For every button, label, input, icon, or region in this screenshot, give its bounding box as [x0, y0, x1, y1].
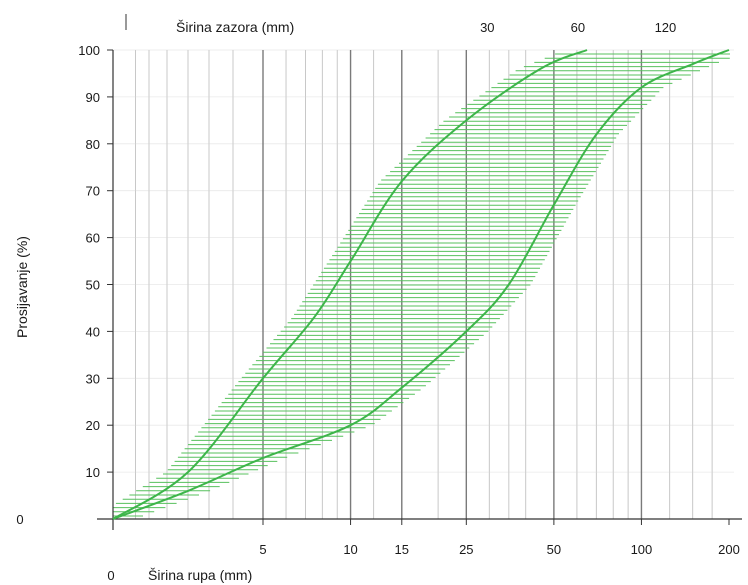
axes	[97, 14, 742, 530]
y-tick-label: 90	[86, 90, 100, 105]
x-tick-label: 15	[395, 542, 409, 557]
y-tick-label: 30	[86, 371, 100, 386]
y-tick-label: 10	[86, 465, 100, 480]
lower-limit-curve	[112, 49, 730, 520]
y-tick-label: 50	[86, 278, 100, 293]
x-tick-label: 200	[718, 542, 740, 557]
x-tick-label: 50	[547, 542, 561, 557]
x-top-tick-label: 30	[480, 20, 494, 35]
y-tick-label: 40	[86, 324, 100, 339]
y-tick-label: 0	[16, 512, 23, 527]
y-tick-label: 20	[86, 418, 100, 433]
y-tick-label: 80	[86, 137, 100, 152]
y-tick-label: 70	[86, 184, 100, 199]
x-axis-title: Širina rupa (mm)	[148, 567, 252, 583]
x-top-tick-label: 60	[571, 20, 585, 35]
x-tick-label: 100	[631, 542, 653, 557]
x-tick-label: 5	[259, 542, 266, 557]
y-tick-label: 100	[78, 43, 100, 58]
y-tick-label: 60	[86, 231, 100, 246]
upper-limit-curve	[112, 49, 588, 520]
x-axis-top-title: Širina zazora (mm)	[176, 19, 294, 35]
x-tick-label: 25	[459, 542, 473, 557]
envelope-band-hatching	[113, 53, 730, 517]
x-origin-label: 0	[107, 568, 114, 583]
y-axis-title: Prosijavanje (%)	[14, 236, 30, 338]
tick-labels: 0 10 20 30 40 50 60 70 80 90 100 5 10 15 25 50 100 200 30 6…	[16, 20, 739, 557]
grading-curves	[112, 49, 730, 520]
x-tick-label: 10	[343, 542, 357, 557]
x-top-tick-label: 120	[655, 20, 677, 35]
